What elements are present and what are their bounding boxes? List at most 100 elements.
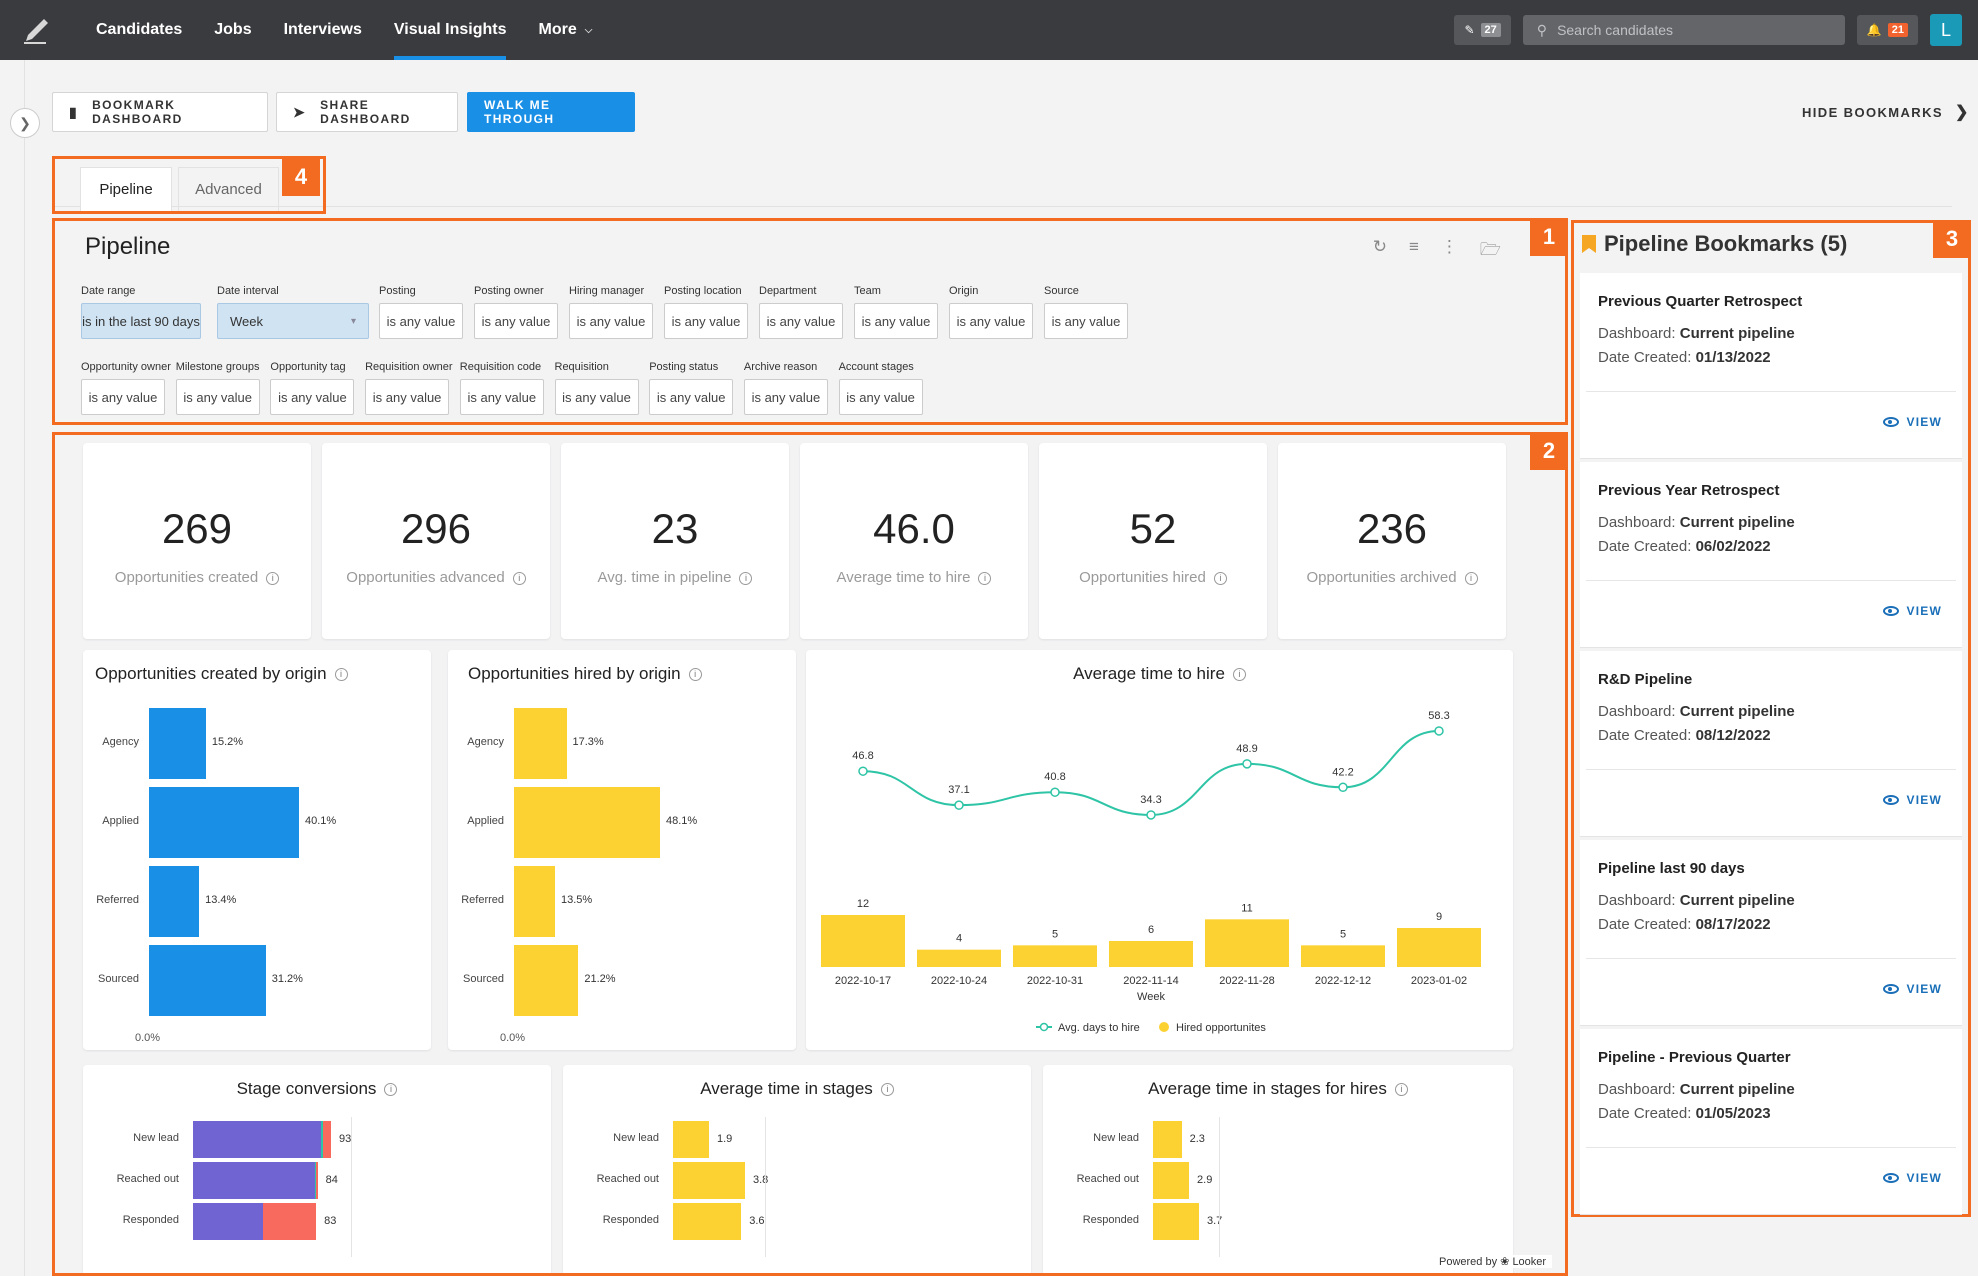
bar[interactable] xyxy=(514,866,555,937)
bar[interactable] xyxy=(821,915,905,967)
lever-logo-icon[interactable] xyxy=(20,13,54,47)
nav-more[interactable]: More ⌵ xyxy=(538,0,592,60)
filter-hiring-manager-dropdown[interactable]: is any value xyxy=(569,303,653,339)
filter-opportunity-tag-dropdown[interactable]: is any value xyxy=(270,379,355,415)
line-point[interactable] xyxy=(858,766,868,776)
bar[interactable] xyxy=(149,787,299,858)
nav-jobs[interactable]: Jobs xyxy=(214,21,252,38)
line-point[interactable] xyxy=(1338,782,1348,793)
bar-segment[interactable] xyxy=(193,1121,322,1158)
data-label: 34.3 xyxy=(1140,794,1161,806)
hide-bookmarks-label: HIDE BOOKMARKS xyxy=(1802,104,1943,120)
edit-tasks-button[interactable]: ✎ 27 xyxy=(1454,15,1511,45)
walk-me-through-button[interactable]: WALK ME THROUGH xyxy=(467,92,635,132)
line-point[interactable] xyxy=(1146,810,1156,820)
filter-icon[interactable]: ≡ xyxy=(1408,237,1419,256)
share-dashboard-button[interactable]: ➤ SHARE DASHBOARD xyxy=(276,92,458,132)
filter-posting-dropdown[interactable]: is any value xyxy=(379,303,463,339)
info-icon[interactable]: i xyxy=(1232,668,1246,682)
bar[interactable] xyxy=(1397,928,1481,967)
bar-segment[interactable] xyxy=(193,1203,264,1240)
bar[interactable] xyxy=(149,866,200,937)
top-nav-bar: Candidates Jobs Interviews Visual Insigh… xyxy=(0,0,1978,60)
info-icon[interactable]: i xyxy=(1464,571,1478,585)
refresh-icon[interactable]: ↻ xyxy=(1372,237,1387,256)
folder-icon[interactable]: 🗁 xyxy=(1479,240,1501,259)
chart-title-text: Average time in stages for hires xyxy=(1148,1079,1387,1098)
user-avatar[interactable]: L xyxy=(1930,14,1962,46)
bookmark-view-button[interactable]: VIEW xyxy=(1882,415,1942,429)
bar[interactable] xyxy=(917,949,1001,967)
bar-segment[interactable] xyxy=(316,1162,318,1199)
info-icon[interactable]: i xyxy=(688,668,702,682)
info-icon[interactable]: i xyxy=(1394,1083,1408,1097)
filter-team-dropdown[interactable]: is any value xyxy=(854,303,938,339)
bar[interactable] xyxy=(514,945,579,1016)
bar[interactable] xyxy=(149,945,266,1016)
bar[interactable] xyxy=(673,1203,742,1240)
filter-posting-status-dropdown[interactable]: is any value xyxy=(649,379,734,415)
bookmark-view-button[interactable]: VIEW xyxy=(1882,604,1942,618)
bar[interactable] xyxy=(1153,1203,1199,1240)
filter-origin-dropdown[interactable]: is any value xyxy=(949,303,1033,339)
info-icon[interactable]: i xyxy=(880,1083,894,1097)
bar[interactable] xyxy=(149,708,206,779)
line-point[interactable] xyxy=(1434,726,1444,736)
filter-requisition-code-dropdown[interactable]: is any value xyxy=(459,379,544,415)
nav-candidates[interactable]: Candidates xyxy=(96,21,183,38)
filter-date-range-dropdown[interactable]: is in the last 90 days xyxy=(81,303,201,339)
filter-milestone-groups-dropdown[interactable]: is any value xyxy=(175,379,260,415)
more-vertical-icon[interactable]: ⋮ xyxy=(1440,237,1458,256)
filter-department-dropdown[interactable]: is any value xyxy=(759,303,843,339)
bar[interactable] xyxy=(1013,945,1097,967)
bar[interactable] xyxy=(514,708,567,779)
bar[interactable] xyxy=(1109,941,1193,967)
filter-posting-owner-dropdown[interactable]: is any value xyxy=(474,303,558,339)
bookmark-dashboard-button[interactable]: ▮ BOOKMARK DASHBOARD xyxy=(52,92,268,132)
hide-bookmarks-button[interactable]: HIDE BOOKMARKS ❯ xyxy=(1802,102,1970,122)
filter-date-interval-dropdown[interactable]: Week ▾ xyxy=(217,303,369,339)
bar[interactable] xyxy=(673,1162,745,1199)
filter-posting-location-dropdown[interactable]: is any value xyxy=(664,303,748,339)
bar-segment[interactable] xyxy=(263,1203,317,1240)
bar-segment[interactable] xyxy=(322,1121,331,1158)
filter-account-stages-dropdown[interactable]: is any value xyxy=(838,379,923,415)
nav-visual-insights[interactable]: Visual Insights xyxy=(393,0,506,60)
tab-advanced[interactable]: Advanced xyxy=(178,167,279,211)
filter-requisition-dropdown[interactable]: is any value xyxy=(554,379,639,415)
filter-archive-reason-dropdown[interactable]: is any value xyxy=(743,379,828,415)
info-icon[interactable]: i xyxy=(1213,571,1227,585)
info-icon[interactable]: i xyxy=(266,571,280,585)
line-point[interactable] xyxy=(1050,787,1060,797)
filter-opportunity-owner-dropdown[interactable]: is any value xyxy=(81,379,165,415)
axis-label: New lead xyxy=(613,1132,659,1144)
search-candidates-input[interactable]: ⚲ Search candidates xyxy=(1522,15,1845,45)
tab-pipeline[interactable]: Pipeline xyxy=(80,167,172,211)
bookmark-view-button[interactable]: VIEW xyxy=(1882,1171,1942,1185)
eye-icon xyxy=(1882,984,1899,994)
filter-requisition-owner-dropdown[interactable]: is any value xyxy=(365,379,450,415)
bar[interactable] xyxy=(1153,1121,1182,1158)
bar-segment[interactable] xyxy=(315,1162,317,1199)
bookmark-view-button[interactable]: VIEW xyxy=(1882,793,1942,807)
bar[interactable] xyxy=(1153,1162,1190,1199)
nav-interviews[interactable]: Interviews xyxy=(283,21,362,38)
info-icon[interactable]: i xyxy=(384,1083,398,1097)
chart-title: Opportunities hired by origin i xyxy=(468,664,702,684)
bar-segment[interactable] xyxy=(321,1121,323,1158)
line-point[interactable] xyxy=(954,800,964,810)
bar[interactable] xyxy=(1301,945,1385,967)
bar[interactable] xyxy=(1205,919,1289,967)
info-icon[interactable]: i xyxy=(512,571,526,585)
filter-source-dropdown[interactable]: is any value xyxy=(1044,303,1128,339)
notifications-button[interactable]: 🔔 21 xyxy=(1856,15,1918,45)
info-icon[interactable]: i xyxy=(739,571,753,585)
info-icon[interactable]: i xyxy=(334,668,348,682)
bookmark-view-button[interactable]: VIEW xyxy=(1882,982,1942,996)
bar[interactable] xyxy=(514,787,660,858)
line-point[interactable] xyxy=(1242,759,1252,769)
info-icon[interactable]: i xyxy=(978,571,992,585)
bar[interactable] xyxy=(673,1121,709,1158)
bar-segment[interactable] xyxy=(193,1162,316,1199)
expand-sidebar-chevron-right-icon[interactable]: ❯ xyxy=(10,108,40,138)
